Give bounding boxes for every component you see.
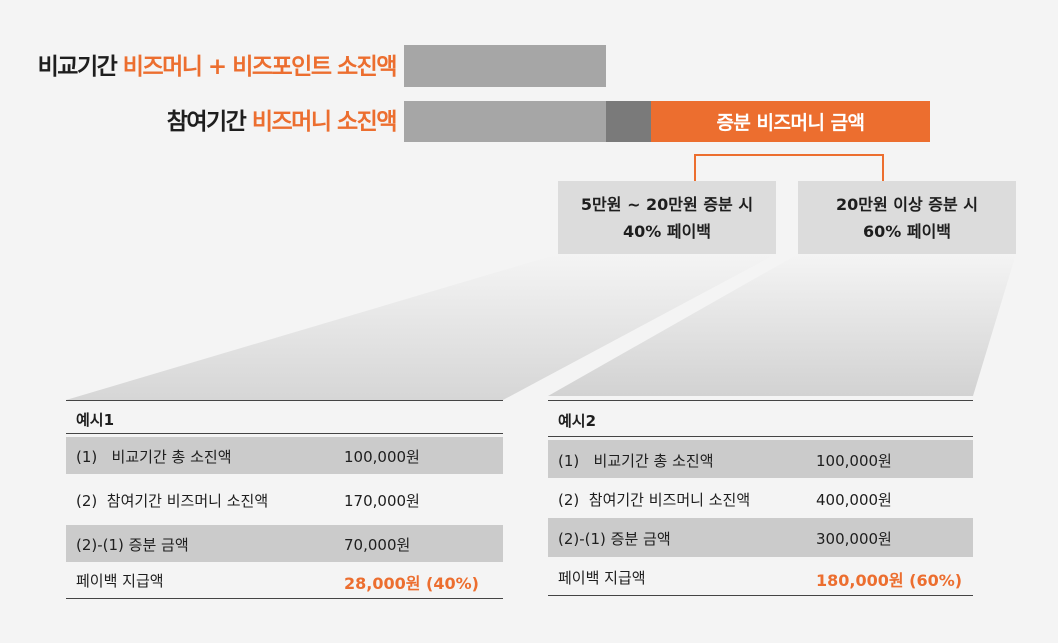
example1-row-2: (2) 참여기간 비즈머니 소진액 170,000원 [66, 481, 503, 518]
callout-tier-60-line1: 20만원 이상 증분 시 [835, 194, 979, 214]
example2-row-2-label: (2) 참여기간 비즈머니 소진액 [558, 491, 751, 509]
callout-tier-60-line2: 60% 페이백 [862, 221, 952, 241]
comparison-label-dark: 비교기간 [37, 54, 118, 80]
example2-header-rule [548, 436, 973, 437]
example1-header-rule [66, 433, 503, 434]
comparison-row-label: 비교기간 비즈머니 + 비즈포인트 소진액 [37, 52, 398, 82]
example2-row-1-value: 100,000원 [816, 452, 892, 470]
example2-row-2-value: 400,000원 [816, 491, 892, 509]
example1-row-1: (1) 비교기간 총 소진액 100,000원 [66, 437, 503, 474]
participation-bar-base [404, 101, 606, 142]
example2-row-2: (2) 참여기간 비즈머니 소진액 400,000원 [548, 480, 973, 518]
example1-row-3: (2)-(1) 증분 금액 70,000원 [66, 525, 503, 562]
example1-row-4: 페이백 지급액 28,000원 (40%) [66, 562, 503, 599]
example1-row-3-label: (2)-(1) 증분 금액 [76, 536, 189, 554]
callout-tier-60: 20만원 이상 증분 시 60% 페이백 [798, 181, 1016, 254]
example1-title: 예시1 [76, 411, 115, 429]
example2-row-3-label: (2)-(1) 증분 금액 [558, 530, 671, 548]
callout-tier-40-line2: 40% 페이백 [622, 221, 712, 241]
participation-bar-mid [606, 101, 651, 142]
projection-left [66, 254, 776, 400]
increase-bar: 증분 비즈머니 금액 [651, 101, 930, 142]
participation-label-orange: 비즈머니 소진액 [251, 109, 398, 135]
example2-top-rule [548, 400, 973, 401]
example2-payback-value: 180,000원 (60%) [816, 571, 963, 590]
participation-label-dark: 참여기간 [166, 109, 247, 135]
participation-row-label: 참여기간 비즈머니 소진액 [166, 107, 398, 137]
example1-payback-value: 28,000원 (40%) [344, 574, 479, 593]
example2-row-3: (2)-(1) 증분 금액 300,000원 [548, 518, 973, 557]
example1-top-rule [66, 400, 503, 401]
example2-row-4: 페이백 지급액 180,000원 (60%) [548, 558, 973, 596]
example1-row-1-value: 100,000원 [344, 448, 420, 466]
increase-bar-label: 증분 비즈머니 금액 [716, 112, 865, 134]
callout-tier-40-line1: 5만원 ~ 20만원 증분 시 [580, 194, 754, 214]
example2-row-3-value: 300,000원 [816, 530, 892, 548]
example2-row-1-label: (1) 비교기간 총 소진액 [558, 452, 714, 470]
callout-tier-40: 5만원 ~ 20만원 증분 시 40% 페이백 [558, 181, 776, 254]
example1-row-2-value: 170,000원 [344, 492, 420, 510]
example2-row-1: (1) 비교기간 총 소진액 100,000원 [548, 440, 973, 478]
comparison-label-orange: 비즈머니 + 비즈포인트 소진액 [122, 54, 398, 80]
projection-right [548, 254, 1016, 396]
example1-row-3-value: 70,000원 [344, 536, 411, 554]
example2-row-4-label: 페이백 지급액 [558, 569, 646, 587]
example1-row-2-label: (2) 참여기간 비즈머니 소진액 [76, 492, 269, 510]
example2-title: 예시2 [558, 412, 597, 430]
comparison-bar [404, 45, 606, 87]
example1-row-1-label: (1) 비교기간 총 소진액 [76, 448, 232, 466]
example1-row-4-label: 페이백 지급액 [76, 572, 164, 590]
